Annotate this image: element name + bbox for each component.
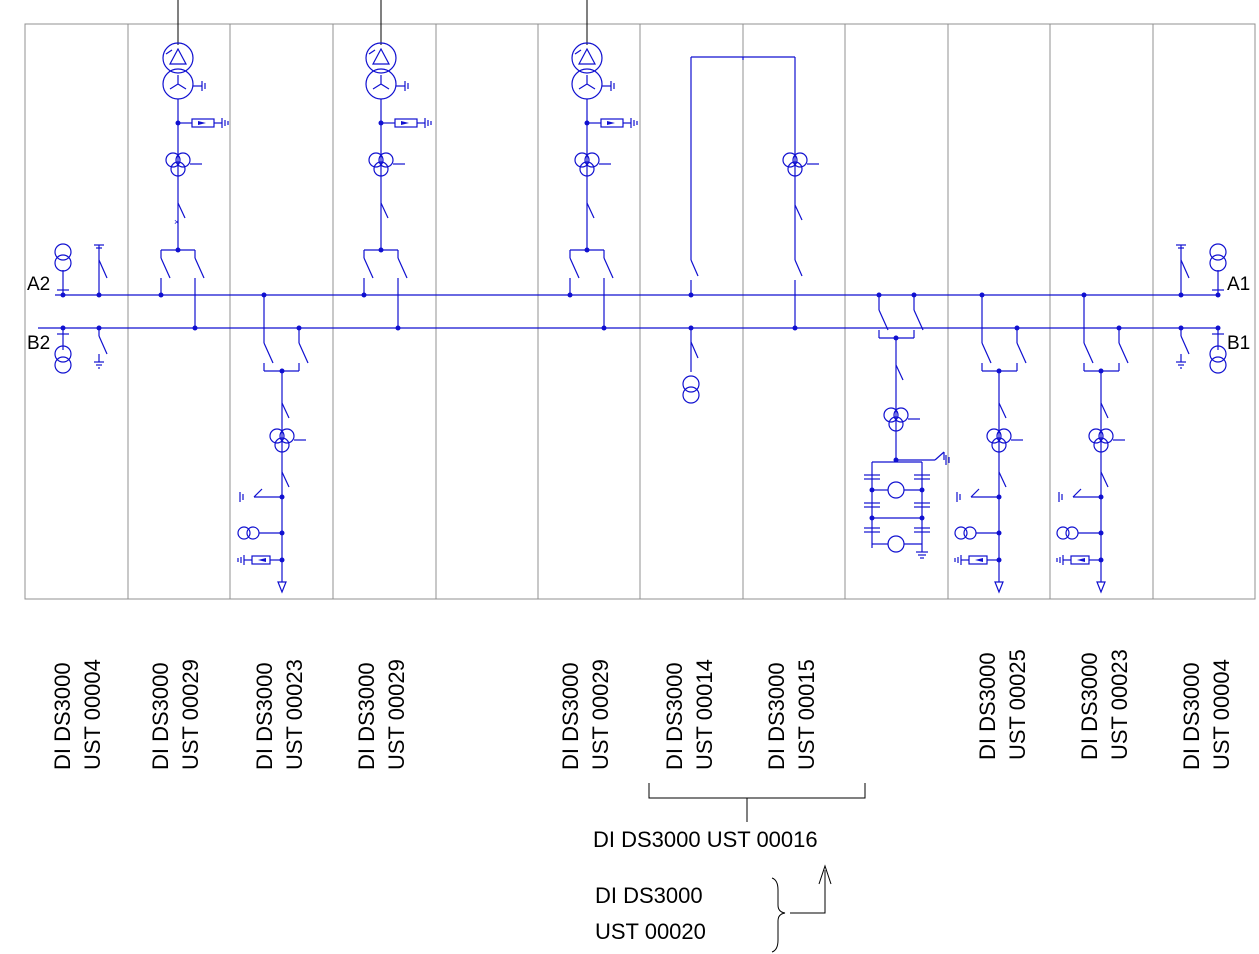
- reference-arrow: [790, 864, 832, 914]
- group-label: DI DS3000 UST 00016: [593, 827, 818, 852]
- bay-label-8-line2: UST 00025: [1005, 649, 1030, 760]
- bay-label-4: DI DS3000 UST 00029: [354, 659, 409, 770]
- bay-label-5-line2: UST 00029: [588, 659, 613, 770]
- bay-label-3: DI DS3000 UST 00023: [252, 659, 307, 770]
- bay-label-7-line2: UST 00015: [794, 659, 819, 770]
- bay-label-9: DI DS3000 UST 00023: [1077, 649, 1132, 760]
- bay-label-9-line1: DI DS3000: [1077, 652, 1102, 760]
- bay-frame: [24, 23, 1256, 600]
- group-bracket: [648, 783, 866, 822]
- bay-label-3-line2: UST 00023: [282, 659, 307, 770]
- bay-12-busbar-measurement: [1175, 243, 1227, 374]
- bay-label-2: DI DS3000 UST 00029: [148, 659, 203, 770]
- bay-label-7-line1: DI DS3000: [764, 662, 789, 770]
- bay-2-transformer-feeder: ×: [158, 0, 229, 331]
- bay-label-10: DI DS3000 UST 00004: [1179, 659, 1234, 770]
- bay-label-1-line1: DI DS3000: [50, 662, 75, 770]
- bay-label-2-line2: UST 00029: [178, 659, 203, 770]
- bay-label-4-line2: UST 00029: [384, 659, 409, 770]
- bay-9-bus-coupler-filter: [864, 292, 950, 559]
- bay-label-2-line1: DI DS3000: [148, 662, 173, 770]
- bay-label-6: DI DS3000 UST 00014: [662, 659, 717, 770]
- bay-label-5-line1: DI DS3000: [558, 662, 583, 770]
- bay-label-3-line1: DI DS3000: [252, 662, 277, 770]
- bay-1-busbar-measurement: [54, 243, 108, 374]
- bay-label-6-line2: UST 00014: [692, 659, 717, 770]
- bay-10-outgoing-feeder: [954, 292, 1027, 594]
- bay-6-transformer-feeder: [567, 0, 638, 331]
- bay-label-10-line2: UST 00004: [1209, 659, 1234, 770]
- bay-label-10-line1: DI DS3000: [1179, 662, 1204, 770]
- bay-label-8: DI DS3000 UST 00025: [975, 649, 1030, 760]
- bay-7-8-cable-link: [682, 56, 820, 404]
- busbar-a-left-label: A2: [27, 274, 50, 295]
- busbar-a-right-label: A1: [1227, 274, 1250, 295]
- bay-4-transformer-feeder: [361, 0, 432, 331]
- bay-label-1: DI DS3000 UST 00004: [50, 659, 105, 770]
- bay-label-8-line1: DI DS3000: [975, 652, 1000, 760]
- reference-brace: [771, 877, 786, 953]
- bay-3-outgoing-feeder: [237, 292, 309, 594]
- bay-label-7: DI DS3000 UST 00015: [764, 659, 819, 770]
- bay-label-9-line2: UST 00023: [1107, 649, 1132, 760]
- busbar-b-right-label: B1: [1227, 333, 1250, 354]
- bay-label-1-line2: UST 00004: [80, 659, 105, 770]
- svg-text:×: ×: [174, 217, 179, 227]
- bay-11-outgoing-feeder: [1056, 292, 1129, 594]
- busbar-b-left-label: B2: [27, 333, 50, 354]
- ref-label-line1: DI DS3000: [595, 883, 703, 908]
- bay-label-6-line1: DI DS3000: [662, 662, 687, 770]
- ref-label-line2: UST 00020: [595, 919, 706, 944]
- bay-label-5: DI DS3000 UST 00029: [558, 659, 613, 770]
- bay-label-4-line1: DI DS3000: [354, 662, 379, 770]
